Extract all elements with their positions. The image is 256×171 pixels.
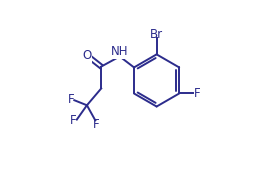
Text: NH: NH [111,45,129,58]
Text: Br: Br [150,28,163,41]
Text: O: O [82,49,92,62]
Text: F: F [70,114,77,127]
Text: F: F [93,118,100,131]
Text: F: F [68,93,74,106]
Text: F: F [194,87,200,100]
